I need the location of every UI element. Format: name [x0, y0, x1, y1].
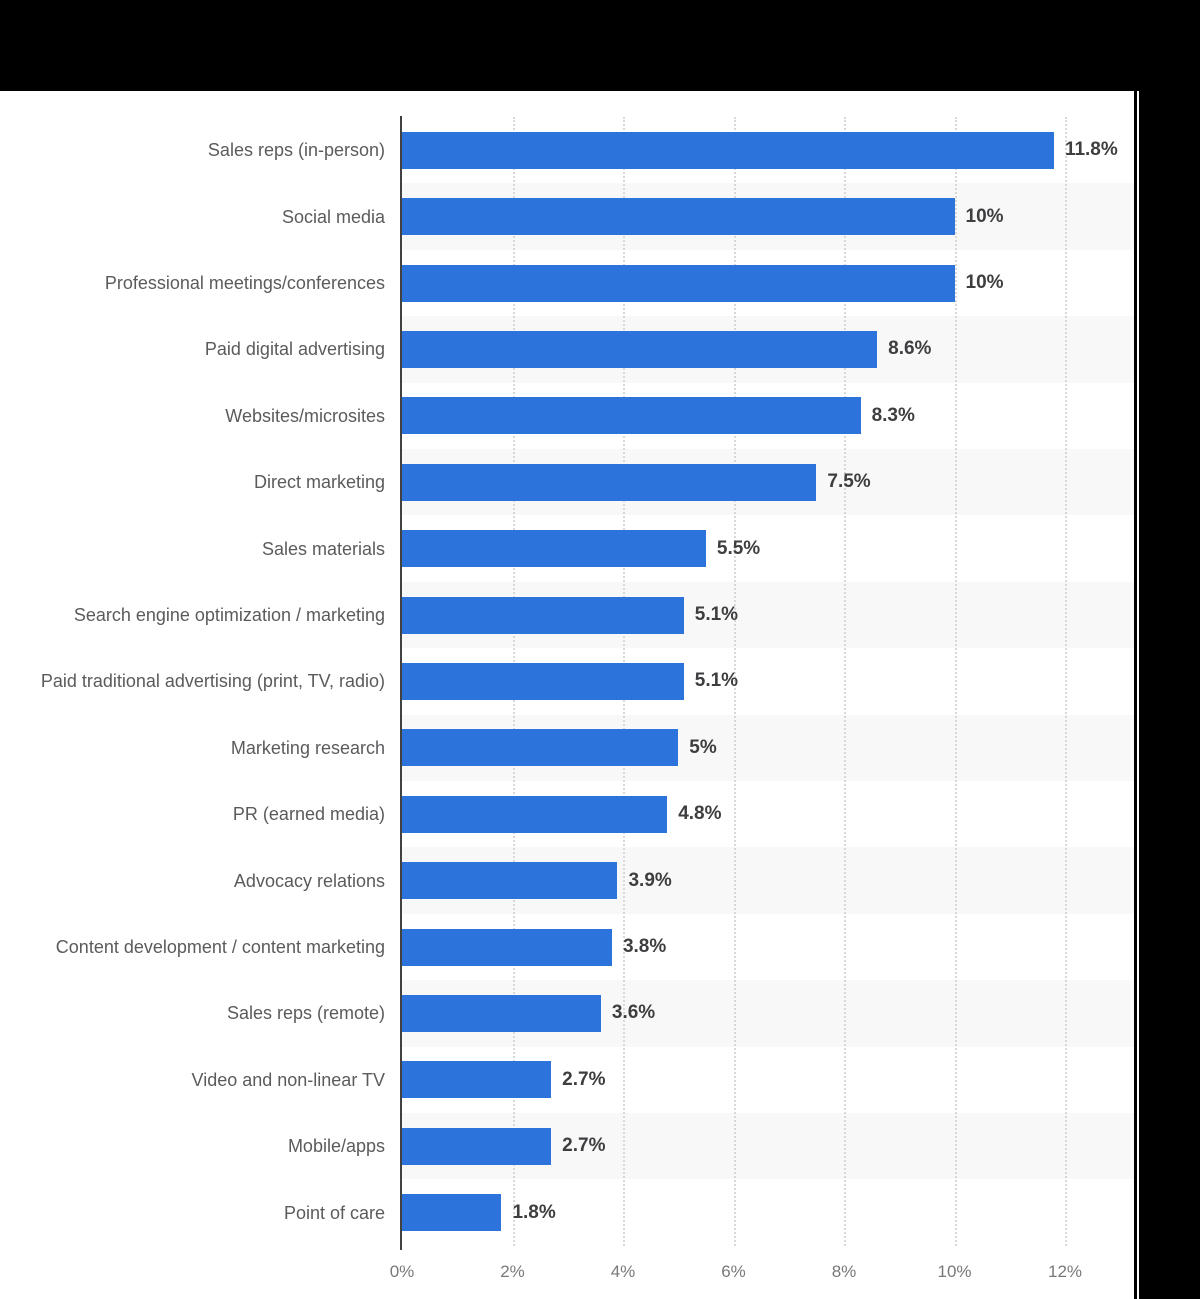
- bar-13[interactable]: [402, 928, 612, 966]
- category-label: Point of care: [283, 1202, 385, 1223]
- value-label: 5%: [689, 736, 717, 758]
- bar-12[interactable]: [402, 862, 618, 900]
- value-label: 5.1%: [694, 670, 739, 692]
- right-panel-divider-line: [1137, 91, 1139, 1299]
- value-label: 2.7%: [562, 1068, 606, 1090]
- value-label: 2.7%: [562, 1135, 606, 1157]
- category-label: PR (earned media): [232, 804, 385, 825]
- gridline-8%: [844, 117, 846, 1246]
- bar-7[interactable]: [402, 530, 706, 568]
- value-label: 1.8%: [512, 1201, 556, 1223]
- value-label: 10%: [965, 205, 1004, 227]
- gridline-6%: [733, 117, 736, 1246]
- bar-5[interactable]: [402, 397, 861, 435]
- x-tick-6%: 6%: [721, 1261, 746, 1281]
- value-label: 4.8%: [678, 803, 722, 825]
- bar-chart: Sales reps (in-person) 11.8% Social media 1…: [0, 91, 1134, 1299]
- bar-1[interactable]: [402, 131, 1054, 169]
- x-tick-12%: 12%: [1047, 1261, 1083, 1281]
- x-tick-8%: 8%: [831, 1261, 857, 1281]
- bar-8[interactable]: [402, 596, 684, 634]
- x-tick-0%: 0%: [389, 1261, 415, 1281]
- x-tick-2%: 2%: [500, 1261, 525, 1281]
- category-label: Professional meetings/conferences: [104, 272, 385, 293]
- value-label: 11.8%: [1064, 139, 1118, 161]
- value-label: 10%: [965, 271, 1004, 293]
- category-label: Paid digital advertising: [204, 339, 385, 360]
- value-label: 3.6%: [611, 1002, 656, 1024]
- category-label: Mobile/apps: [287, 1136, 385, 1157]
- value-label: 3.8%: [622, 935, 667, 957]
- bar-6[interactable]: [402, 463, 817, 501]
- bar-15[interactable]: [402, 1061, 552, 1099]
- category-label: Sales reps (in-person): [207, 140, 385, 161]
- category-label: Websites/microsites: [225, 405, 385, 426]
- category-label: Marketing research: [230, 737, 385, 758]
- category-label: Direct marketing: [253, 472, 385, 493]
- category-label: Advocacy relations: [233, 870, 385, 891]
- bar-3[interactable]: [402, 264, 955, 302]
- category-label: Content development / content marketing: [55, 936, 385, 957]
- bar-16[interactable]: [402, 1127, 552, 1165]
- value-label: 7.5%: [827, 471, 871, 493]
- value-label: 8.3%: [871, 404, 915, 426]
- value-label: 5.1%: [694, 603, 739, 625]
- bar-2[interactable]: [402, 198, 955, 236]
- y-axis-line: [400, 116, 402, 1250]
- category-label: Paid traditional advertising (print, TV,…: [40, 671, 385, 692]
- category-label: Video and non-linear TV: [191, 1069, 385, 1090]
- gridline-12%: [1065, 117, 1067, 1246]
- value-label: 8.6%: [888, 338, 932, 360]
- bar-11[interactable]: [402, 795, 668, 833]
- x-tick-10%: 10%: [937, 1261, 972, 1281]
- bar-14[interactable]: [402, 994, 601, 1032]
- value-label: 3.9%: [628, 869, 672, 891]
- bar-10[interactable]: [402, 729, 679, 767]
- category-label: Social media: [281, 206, 385, 227]
- right-letterbox-panel: [1134, 91, 1200, 1299]
- bar-9[interactable]: [402, 662, 684, 700]
- category-label: Sales reps (remote): [226, 1003, 385, 1024]
- bar-4[interactable]: [402, 330, 878, 368]
- value-label: 5.5%: [716, 537, 761, 559]
- bar-17[interactable]: [402, 1194, 502, 1232]
- top-letterbox-bar: [0, 0, 1200, 91]
- category-label: Sales materials: [261, 538, 385, 559]
- category-label: Search engine optimization / marketing: [73, 604, 385, 625]
- x-tick-4%: 4%: [610, 1261, 636, 1281]
- gridline-10%: [954, 117, 957, 1246]
